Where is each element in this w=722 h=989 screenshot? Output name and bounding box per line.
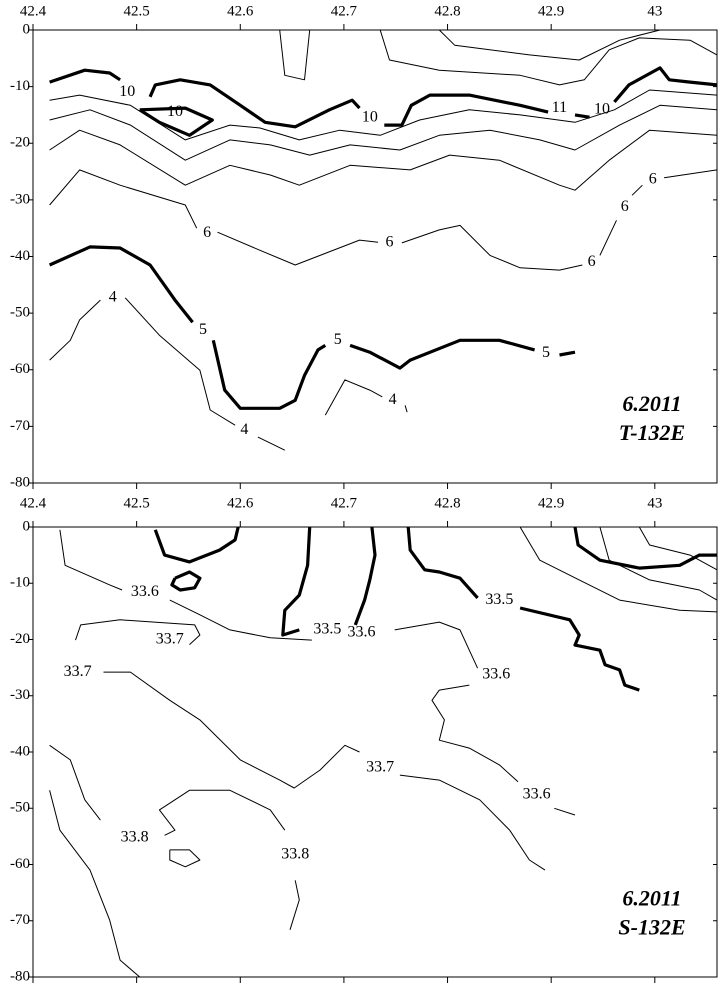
y-tick-label: -40 [10,248,30,264]
contour-line [599,527,717,601]
x-tick-label: 42.4 [20,495,47,511]
y-tick-label: -10 [10,78,30,94]
y-tick-label: -30 [10,191,30,207]
contour-label: 33.7 [366,758,394,775]
contour-label: 6 [588,253,596,270]
contour-label: 4 [240,421,248,438]
x-tick-label: 42.8 [434,495,460,511]
contour-line [49,744,300,930]
contour-line [138,106,214,137]
x-tick-label: 42.9 [538,3,564,19]
contour-line [406,527,640,692]
contour-line [431,684,576,816]
contour-label: 33.6 [348,623,376,640]
contour-line [49,129,717,191]
contour-label: 10 [362,108,378,125]
contour-label: 6 [621,198,629,215]
contour-line [49,790,141,977]
contour-line [59,529,479,669]
x-tick-label: 42.9 [538,495,564,511]
contour-line [48,245,576,410]
y-tick-label: -70 [10,912,30,928]
x-tick-label: 42.8 [434,3,460,19]
panel: 42.4 42.5 42.6 42.7 42.8 42.9 43 -80 -70 -60 -50 -4… [10,495,718,984]
panel: 42.4 42.5 42.6 42.7 42.8 42.9 43 -80 -70 -60 -50 -4… [10,3,718,490]
contour-label: 5 [542,344,550,361]
y-tick-label: -70 [10,418,30,434]
y-tick-label: 0 [23,21,31,37]
contour-label: 5 [334,331,342,348]
y-tick-label: -10 [10,575,30,591]
y-tick-label: -50 [10,305,30,321]
contour-label: 33.5 [313,621,341,638]
contour-label: 33.6 [523,785,551,802]
contour-label: 10 [594,101,610,118]
x-tick-label: 42.7 [331,3,358,19]
x-tick-label: 42.7 [331,495,358,511]
y-tick-label: 0 [23,518,31,534]
contour-label: 6 [203,224,211,241]
y-tick-label: -80 [10,474,30,490]
x-tick-label: 43 [647,495,662,511]
contours [48,30,717,451]
contour-line [638,527,717,571]
y-tick-label: -60 [10,361,30,377]
contour-line [519,527,717,613]
contours [49,527,717,977]
contour-label: 4 [389,391,397,408]
contour-line [153,527,240,564]
contour-line [49,169,717,271]
y-tick-label: -20 [10,135,30,151]
contour-line [279,30,311,81]
chart-subtitle: T-132E [619,420,685,445]
contour-line [49,89,717,141]
contour-line [49,104,717,161]
contour-line [169,849,201,868]
x-tick-label: 42.5 [124,495,150,511]
contour-line [281,527,377,637]
contour-label: 6 [649,171,657,188]
contour-label: 33.8 [281,846,309,863]
y-tick-label: -30 [10,687,30,703]
y-tick-label: -50 [10,800,30,816]
contour-label: 33.6 [131,583,159,600]
contour-label: 11 [552,99,567,116]
contour-label: 10 [119,83,135,100]
y-tick-label: -40 [10,743,30,759]
contour-line [49,66,717,129]
contour-line [170,570,202,592]
x-tick-label: 43 [647,3,662,19]
contour-line [573,527,717,570]
contour-label: 33.6 [482,666,510,683]
contour-line [438,30,661,61]
y-tick-label: -80 [10,968,30,984]
x-tick-label: 42.6 [227,495,254,511]
contour-label: 6 [386,234,394,251]
y-tick-label: -60 [10,856,30,872]
contour-line [379,30,717,86]
contour-label: 33.8 [121,829,149,846]
x-tick-label: 42.4 [20,3,47,19]
y-tick-label: -20 [10,631,30,647]
contour-label: 33.7 [156,631,184,648]
contour-label: 5 [199,321,207,338]
contour-label: 10 [167,103,183,120]
contour-label: 4 [109,289,117,306]
contour-label: 33.7 [64,663,92,680]
contour-line [324,379,408,416]
chart-subtitle: S-132E [618,915,685,940]
x-tick-label: 42.5 [124,3,150,19]
x-tick-label: 42.6 [227,3,254,19]
contour-line [103,671,546,871]
contour-line [49,297,286,451]
contour-label: 33.5 [485,591,513,608]
chart-title: 6.2011 [622,886,681,911]
contour-line [75,619,201,645]
chart-title: 6.2011 [622,391,681,416]
